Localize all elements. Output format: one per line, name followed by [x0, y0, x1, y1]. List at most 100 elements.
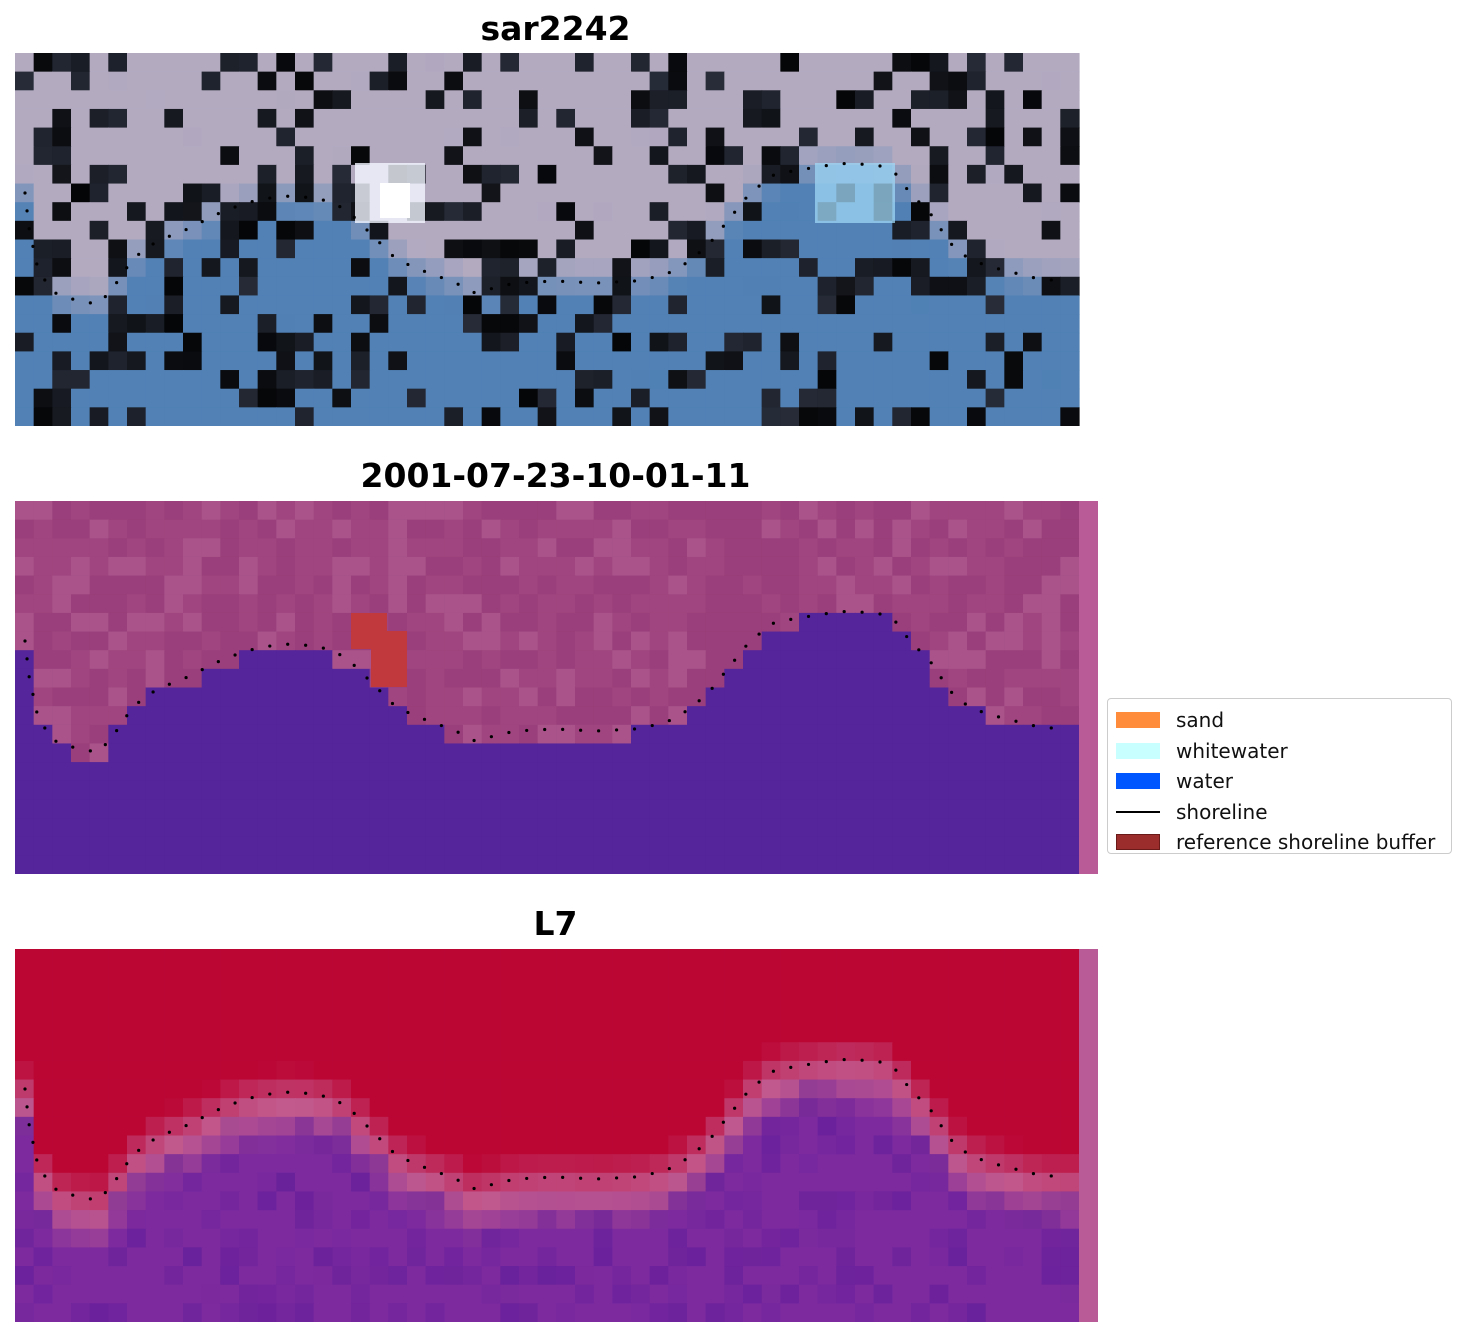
- rgb-pixel: [500, 146, 520, 166]
- classified-pixel: [313, 501, 333, 521]
- mndwi-pixel: [799, 1098, 819, 1118]
- mndwi-pixel: [817, 967, 837, 987]
- mndwi-pixel: [1060, 1266, 1080, 1286]
- mndwi-pixel-shade: [556, 1266, 576, 1286]
- rgb-pixel-shade: [164, 295, 184, 315]
- mndwi-pixel: [556, 1079, 576, 1099]
- rgb-pixel: [127, 220, 147, 241]
- classified-pixel: [593, 855, 613, 874]
- classified-pixel: [1041, 799, 1061, 819]
- mndwi-pixel: [593, 1210, 613, 1230]
- mndwi-pixel: [743, 967, 763, 987]
- classified-pixel: [295, 612, 315, 633]
- rgb-pixel: [407, 108, 427, 129]
- mndwi-pixel: [967, 1191, 987, 1211]
- rgb-pixel: [313, 202, 333, 222]
- rgb-pixel-shade: [649, 332, 669, 352]
- classified-pixel: [873, 650, 893, 670]
- mndwi-pixel: [649, 1266, 669, 1286]
- mndwi-pixel: [500, 949, 520, 969]
- rgb-pixel: [15, 164, 35, 185]
- mndwi-pixel-shade: [724, 1247, 744, 1267]
- classified-pixel: [817, 519, 837, 539]
- rgb-pixel: [892, 183, 912, 203]
- mndwi-pixel-shade: [314, 1191, 333, 1210]
- mndwi-pixel-shade: [351, 1266, 371, 1286]
- classified-pixel: [612, 631, 632, 651]
- rgb-pixel-shade: [276, 220, 296, 241]
- mndwi-pixel: [668, 1116, 688, 1137]
- classified-pixel: [108, 836, 128, 856]
- classified-pixel: [257, 668, 277, 689]
- rgb-pixel: [52, 164, 72, 185]
- rgb-pixel: [556, 314, 576, 334]
- mndwi-pixel-shade: [1041, 1247, 1061, 1267]
- rgb-pixel: [33, 258, 53, 278]
- classified-pixel: [145, 706, 165, 726]
- classified-pixel: [593, 650, 613, 670]
- mndwi-pixel: [201, 1191, 221, 1211]
- mndwi-pixel: [575, 1303, 595, 1322]
- classified-pixel: [1041, 743, 1061, 763]
- rgb-pixel: [836, 388, 856, 408]
- rgb-pixel: [799, 314, 819, 334]
- classified-pixel: [705, 743, 725, 763]
- rgb-pixel: [799, 239, 819, 259]
- shoreline-dot: [125, 714, 129, 718]
- classified-pixel: [1023, 668, 1043, 689]
- mndwi-pixel: [892, 1098, 912, 1118]
- mndwi-pixel: [612, 986, 632, 1006]
- classified-pixel: [444, 687, 464, 707]
- classified-pixel: [855, 501, 875, 521]
- rgb-pixel-shade: [220, 202, 240, 222]
- rgb-pixel: [15, 295, 35, 315]
- rgb-pixel: [369, 108, 389, 129]
- classified-pixel: [425, 687, 445, 707]
- rgb-pixel-shade: [761, 388, 781, 408]
- classified-pixel: [817, 799, 837, 819]
- classified-pixel: [631, 706, 651, 726]
- classified-pixel: [351, 855, 371, 874]
- classified-pixel: [855, 650, 875, 670]
- mndwi-pixel: [537, 1023, 557, 1043]
- mndwi-pixel-shade: [705, 1210, 725, 1230]
- rgb-pixel: [89, 183, 109, 203]
- mndwi-pixel: [855, 1004, 875, 1025]
- classified-pixel: [295, 687, 315, 707]
- mndwi-pixel: [724, 1154, 744, 1174]
- rgb-pixel-shade: [351, 146, 371, 166]
- rgb-pixel-shade: [929, 183, 949, 203]
- mndwi-pixel-shade: [929, 1284, 949, 1304]
- classified-pixel: [556, 724, 576, 745]
- shoreline-dot: [543, 727, 547, 732]
- mndwi-pixel: [33, 1079, 53, 1099]
- classified-pixel: [948, 855, 968, 874]
- classified-pixel: [351, 668, 371, 689]
- classified-pixel: [89, 818, 109, 838]
- rgb-pixel: [1004, 239, 1024, 259]
- classified-pixel: [612, 556, 632, 577]
- mndwi-pixel: [873, 1210, 893, 1230]
- rgb-pixel-shade: [855, 90, 875, 110]
- classified-pixel: [631, 743, 651, 763]
- rgb-pixel-shade: [911, 202, 931, 222]
- rgb-pixel: [239, 332, 259, 352]
- mndwi-pixel: [463, 1210, 483, 1230]
- rgb-pixel: [855, 295, 875, 315]
- rgb-pixel: [183, 183, 203, 203]
- classified-pixel: [425, 762, 445, 782]
- mndwi-pixel: [1004, 1191, 1024, 1211]
- classified-pixel: [351, 519, 371, 539]
- mndwi-pixel: [519, 949, 539, 969]
- classified-pixel: [127, 780, 147, 800]
- mndwi-pixel: [911, 1004, 931, 1025]
- rgb-pixel: [257, 370, 277, 390]
- rgb-pixel: [108, 108, 128, 129]
- mndwi-pixel: [911, 1060, 931, 1081]
- mndwi-pixel: [425, 1042, 445, 1062]
- rgb-pixel: [463, 314, 483, 334]
- rgb-pixel-shade: [52, 164, 72, 185]
- rgb-pixel: [836, 370, 856, 390]
- rgb-pixel: [556, 202, 576, 222]
- mndwi-pixel: [556, 1116, 576, 1137]
